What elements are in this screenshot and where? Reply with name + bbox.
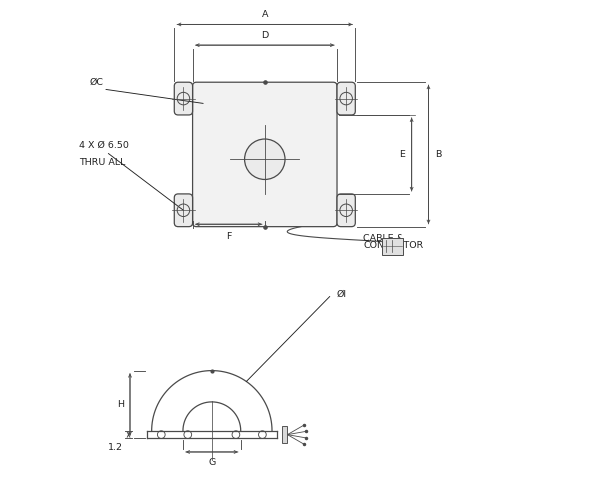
Text: ØI: ØI bbox=[337, 290, 347, 299]
Text: G: G bbox=[208, 458, 216, 467]
Text: THRU ALL: THRU ALL bbox=[79, 158, 126, 167]
Text: CONNECTOR: CONNECTOR bbox=[364, 242, 424, 250]
Text: E: E bbox=[399, 150, 405, 159]
Text: A: A bbox=[261, 10, 268, 19]
FancyBboxPatch shape bbox=[174, 82, 193, 115]
Text: H: H bbox=[117, 400, 124, 409]
FancyBboxPatch shape bbox=[193, 82, 337, 226]
Text: 1.2: 1.2 bbox=[108, 443, 123, 452]
Text: CABLE &: CABLE & bbox=[364, 234, 405, 243]
FancyBboxPatch shape bbox=[337, 194, 355, 226]
Bar bbox=[282, 426, 287, 443]
FancyBboxPatch shape bbox=[337, 82, 355, 115]
Text: B: B bbox=[435, 150, 441, 159]
Text: 4 X Ø 6.50: 4 X Ø 6.50 bbox=[79, 141, 130, 150]
Text: D: D bbox=[261, 31, 269, 40]
Circle shape bbox=[245, 139, 285, 180]
Text: ØC: ØC bbox=[89, 78, 103, 87]
Bar bbox=[382, 238, 404, 255]
Text: F: F bbox=[226, 232, 232, 241]
FancyBboxPatch shape bbox=[174, 194, 193, 226]
